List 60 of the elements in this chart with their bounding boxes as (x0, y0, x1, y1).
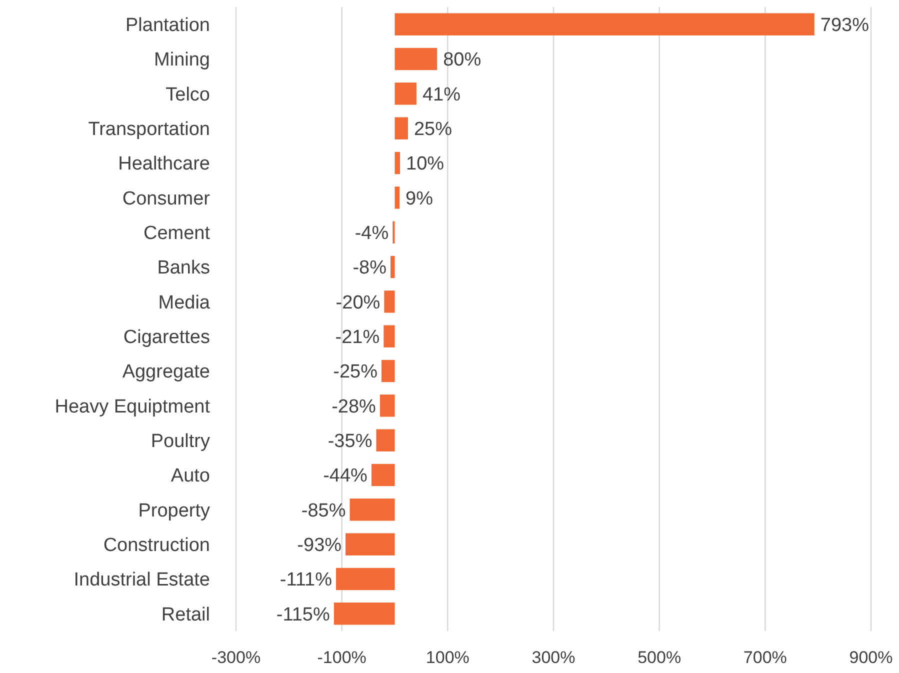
y-tick-label: Transportation (88, 118, 210, 140)
data-label: -85% (301, 500, 346, 522)
data-label: -8% (352, 258, 387, 279)
y-tick-label: Aggregate (122, 362, 210, 383)
data-label: -35% (328, 430, 372, 452)
data-label: -4% (354, 222, 389, 244)
y-tick-label: Industrial Estate (74, 570, 210, 591)
bar (371, 464, 395, 486)
data-label: 793% (820, 14, 870, 36)
y-tick-label: Property (138, 500, 210, 522)
x-tick-label: 700% (743, 648, 787, 667)
bar (380, 394, 395, 417)
data-label: -28% (332, 396, 376, 418)
x-tick-label: 300% (532, 648, 576, 667)
bar (384, 290, 395, 313)
data-label: 25% (414, 118, 452, 140)
x-tick-label: -300% (211, 648, 261, 667)
data-label: -25% (333, 362, 378, 383)
bar (390, 256, 395, 278)
x-tick-label: 100% (426, 648, 470, 667)
bar (394, 186, 400, 209)
data-label: -111% (280, 570, 332, 591)
y-tick-label: Mining (154, 50, 210, 71)
data-label: -93% (297, 534, 342, 556)
data-label: -115% (276, 604, 330, 626)
bar (394, 82, 416, 105)
y-tick-label: Poultry (150, 430, 210, 452)
y-tick-label: Retail (161, 604, 210, 626)
y-tick-label: Healthcare (118, 154, 210, 175)
y-tick-label: Cement (143, 222, 211, 244)
y-tick-label: Heavy Equiptment (54, 396, 211, 418)
bar (394, 13, 814, 36)
bar (346, 533, 395, 556)
y-tick-label: Construction (103, 534, 210, 556)
bar (336, 568, 395, 590)
data-label: -20% (336, 292, 380, 314)
data-label: -21% (335, 326, 380, 348)
data-label: 9% (406, 188, 434, 210)
bar (384, 325, 395, 348)
y-tick-label: Cigarettes (123, 326, 210, 348)
x-tick-label: 500% (638, 648, 682, 667)
y-tick-label: Telco (166, 84, 210, 106)
y-tick-label: Consumer (122, 188, 211, 210)
data-label: 80% (443, 50, 482, 71)
bar (394, 117, 408, 140)
bar (334, 602, 395, 625)
data-label: 41% (422, 84, 461, 106)
y-tick-label: Media (158, 292, 210, 314)
bar (394, 152, 400, 174)
y-tick-label: Auto (170, 466, 210, 487)
x-tick-label: -100% (317, 648, 366, 667)
bar (394, 48, 438, 70)
bar (350, 498, 395, 521)
y-tick-label: Banks (157, 258, 210, 279)
x-tick-label: 900% (849, 648, 893, 667)
bar (382, 360, 395, 382)
bar (376, 429, 395, 452)
y-tick-label: Plantation (125, 14, 210, 36)
data-label: 10% (406, 154, 444, 175)
data-label: -44% (323, 466, 368, 487)
